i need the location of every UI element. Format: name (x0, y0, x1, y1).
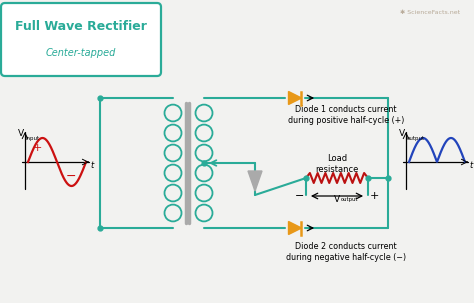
Text: Full Wave Rectifier: Full Wave Rectifier (15, 19, 147, 32)
Text: V: V (18, 128, 24, 138)
Text: ✱ ScienceFacts.net: ✱ ScienceFacts.net (400, 11, 460, 15)
Text: −: − (295, 191, 305, 201)
Text: Diode 1 conducts current
during positive half-cycle (+): Diode 1 conducts current during positive… (288, 105, 404, 125)
Text: Center-tapped: Center-tapped (46, 48, 116, 58)
Text: output: output (407, 136, 425, 141)
Text: t: t (90, 161, 93, 171)
Text: −: − (66, 169, 76, 182)
Text: Load
resistance: Load resistance (315, 154, 359, 174)
Polygon shape (248, 171, 262, 191)
Text: Diode 2 conducts current
during negative half-cycle (−): Diode 2 conducts current during negative… (286, 242, 406, 262)
FancyBboxPatch shape (1, 3, 161, 76)
Polygon shape (289, 221, 301, 235)
Text: +: + (369, 191, 379, 201)
Text: V: V (334, 195, 340, 205)
Text: output: output (341, 197, 358, 202)
Text: V: V (399, 128, 405, 138)
Text: +: + (32, 143, 42, 153)
Text: input: input (26, 136, 40, 141)
Text: t: t (469, 161, 472, 171)
Polygon shape (289, 92, 301, 105)
